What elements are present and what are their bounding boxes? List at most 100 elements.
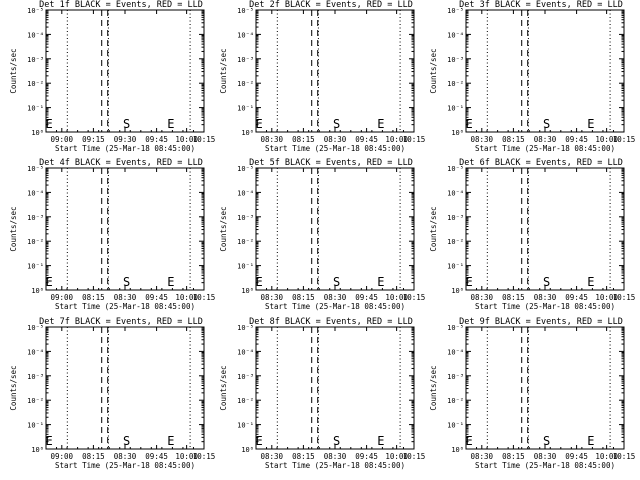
y-tick-label: 10⁻²: [237, 80, 254, 88]
chart-title: Det 6f BLACK = Events, RED = LLD: [459, 158, 623, 168]
y-tick-label: 10⁰: [451, 287, 464, 295]
x-tick-label: 08:30: [114, 293, 137, 302]
y-tick-label: 10⁻⁴: [447, 348, 464, 356]
y-tick-label: 10⁻²: [27, 80, 44, 88]
x-tick-label: 10:15: [613, 452, 636, 461]
y-tick-label: 10⁻⁴: [447, 189, 464, 197]
x-tick-label: 08:15: [502, 135, 525, 144]
x-tick-label: 10:15: [193, 135, 216, 144]
x-tick-label: 10:15: [403, 293, 426, 302]
plot-frame: [255, 326, 415, 450]
x-tick-label: 08:15: [82, 452, 105, 461]
plot-frame: [45, 326, 205, 450]
y-axis-label: Counts/sec: [9, 48, 18, 93]
x-tick-label: 08:15: [292, 135, 315, 144]
x-tick-label: 10:15: [613, 135, 636, 144]
y-tick-label: 10⁻²: [447, 238, 464, 246]
x-tick-label: 10:15: [193, 293, 216, 302]
chart-panel-3: Det 3f BLACK = Events, RED = LLD 10⁰ 10⁻¹ 1…: [429, 0, 635, 153]
event-marker-e: E: [167, 275, 174, 289]
y-tick-label: 10⁻⁴: [27, 31, 44, 39]
x-tick-label: 09:45: [355, 452, 378, 461]
chart-title: Det 4f BLACK = Events, RED = LLD: [39, 158, 203, 168]
y-tick-label: 10⁻⁴: [27, 348, 44, 356]
chart-panel-8: Det 8f BLACK = Events, RED = LLD 10⁰ 10⁻¹ 1…: [219, 317, 425, 470]
event-marker-s: S: [123, 117, 130, 131]
event-marker-s: S: [543, 434, 550, 448]
chart-panel-5: Det 5f BLACK = Events, RED = LLD 10⁰ 10⁻¹ 1…: [219, 158, 425, 311]
x-tick-label: 08:30: [534, 135, 557, 144]
event-marker-s: S: [543, 275, 550, 289]
x-tick-label: 10:00: [595, 135, 618, 144]
y-tick-label: 10⁻⁴: [237, 348, 254, 356]
y-axis-label: Counts/sec: [219, 48, 228, 93]
event-marker-e: E: [587, 434, 594, 448]
y-tick-label: 10⁻⁵: [237, 165, 254, 173]
x-tick-label: 08:15: [502, 452, 525, 461]
x-tick-label: 08:30: [324, 293, 347, 302]
y-tick-label: 10⁻³: [447, 56, 464, 64]
y-tick-label: 10⁻¹: [237, 105, 254, 113]
event-marker-e: E: [377, 117, 384, 131]
event-marker-s: S: [543, 117, 550, 131]
x-tick-label: 10:00: [175, 293, 198, 302]
y-tick-label: 10⁰: [31, 287, 44, 295]
y-tick-label: 10⁰: [451, 446, 464, 454]
y-tick-label: 10⁻⁵: [447, 7, 464, 15]
x-axis-label: Start Time (25-Mar-18 08:45:00): [475, 461, 615, 470]
y-tick-label: 10⁻⁵: [237, 7, 254, 15]
x-tick-label: 10:00: [175, 452, 198, 461]
chart-panel-7: Det 7f BLACK = Events, RED = LLD 10⁰ 10⁻¹ 1…: [9, 317, 215, 470]
x-tick-label: 08:30: [534, 452, 557, 461]
event-marker-e: E: [377, 434, 384, 448]
y-tick-label: 10⁻¹: [27, 263, 44, 271]
y-tick-label: 10⁰: [31, 129, 44, 137]
y-axis-label: Counts/sec: [219, 206, 228, 251]
y-tick-label: 10⁻¹: [447, 105, 464, 113]
x-tick-label: 10:15: [403, 135, 426, 144]
y-tick-label: 10⁻³: [237, 373, 254, 381]
plot-frame: [45, 167, 205, 291]
y-tick-label: 10⁰: [241, 446, 254, 454]
y-tick-label: 10⁻³: [237, 214, 254, 222]
event-marker-e: E: [466, 434, 473, 448]
chart-panel-4: Det 4f BLACK = Events, RED = LLD 10⁰ 10⁻¹ 1…: [9, 158, 215, 311]
x-tick-label: 09:15: [82, 135, 105, 144]
x-tick-label: 09:00: [51, 293, 74, 302]
x-tick-label: 08:30: [261, 293, 284, 302]
x-axis-label: Start Time (25-Mar-18 08:45:00): [265, 461, 405, 470]
y-tick-label: 10⁻⁵: [237, 324, 254, 332]
event-marker-s: S: [123, 434, 130, 448]
x-axis-label: Start Time (25-Mar-18 08:45:00): [55, 461, 195, 470]
x-tick-label: 08:30: [261, 135, 284, 144]
y-tick-label: 10⁻⁴: [237, 189, 254, 197]
y-tick-label: 10⁻⁴: [237, 31, 254, 39]
plot-frame: [255, 167, 415, 291]
x-axis-label: Start Time (25-Mar-18 08:45:00): [475, 144, 615, 153]
y-axis-label: Counts/sec: [429, 365, 438, 410]
x-tick-label: 09:45: [565, 135, 588, 144]
y-tick-label: 10⁻¹: [447, 263, 464, 271]
plot-frame: [465, 167, 625, 291]
event-marker-s: S: [333, 275, 340, 289]
y-tick-label: 10⁻²: [447, 397, 464, 405]
x-axis-label: Start Time (25-Mar-18 08:45:00): [265, 144, 405, 153]
x-tick-label: 08:15: [292, 452, 315, 461]
y-axis-label: Counts/sec: [9, 206, 18, 251]
x-tick-label: 10:00: [175, 135, 198, 144]
y-axis-label: Counts/sec: [429, 206, 438, 251]
event-marker-e: E: [46, 117, 53, 131]
y-tick-label: 10⁻³: [27, 214, 44, 222]
y-tick-label: 10⁻⁵: [27, 165, 44, 173]
event-marker-e: E: [256, 434, 263, 448]
y-tick-label: 10⁻⁴: [447, 31, 464, 39]
x-tick-label: 09:45: [355, 293, 378, 302]
event-marker-s: S: [333, 434, 340, 448]
x-tick-label: 08:30: [261, 452, 284, 461]
x-tick-label: 10:00: [385, 452, 408, 461]
x-tick-label: 10:15: [613, 293, 636, 302]
y-axis-label: Counts/sec: [219, 365, 228, 410]
x-tick-label: 09:00: [51, 135, 74, 144]
event-marker-e: E: [587, 117, 594, 131]
